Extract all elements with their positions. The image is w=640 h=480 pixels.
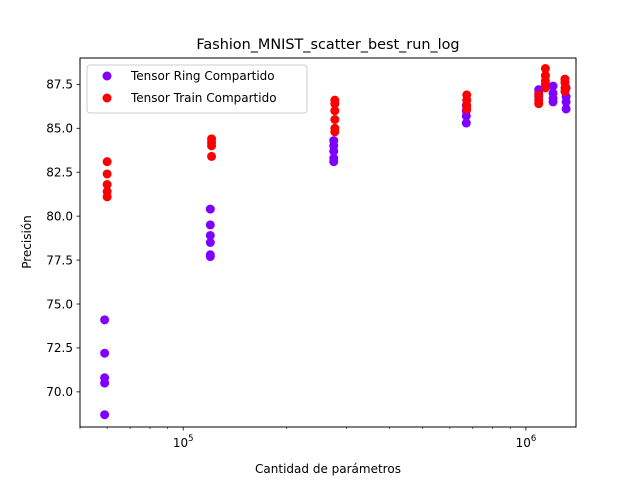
legend-label-tensor-ring: Tensor Ring Compartido [130,69,275,83]
data-point [462,104,472,114]
data-point [205,230,215,240]
legend: Tensor Ring Compartido Tensor Train Comp… [86,64,308,114]
data-point [100,378,110,388]
data-point [548,97,558,107]
data-point [561,97,571,107]
data-point [205,204,215,214]
data-point [548,81,558,91]
data-point [561,104,571,114]
data-point [330,127,340,137]
data-point [100,410,110,420]
y-tick-label: 85.0 [46,122,73,136]
y-tick-label: 82.5 [46,166,73,180]
data-point [330,115,340,124]
data-point [461,111,471,121]
data-point [102,180,112,190]
data-point [205,252,215,262]
data-point [102,192,112,202]
data-point [540,64,550,74]
y-tick-label: 77.5 [46,253,73,267]
y-tick-label: 72.5 [46,341,73,355]
data-point [205,220,215,230]
data-point [329,146,339,156]
x-axis-title: Cantidad de parámetros [255,462,401,476]
data-point [207,151,217,161]
legend-marker-tensor-ring [102,71,112,81]
data-point [102,169,112,179]
x-tick-label: 106 [516,434,537,450]
legend-label-tensor-train: Tensor Train Compartido [130,91,277,105]
series-tensor-train [102,64,570,202]
y-tick-label: 87.5 [46,78,73,92]
y-tick-label: 80.0 [46,209,73,223]
chart-title: Fashion_MNIST_scatter_best_run_log [196,37,459,53]
x-axis: 105 106 [79,427,537,450]
y-axis-title: Precisión [20,215,34,269]
data-point [330,99,340,109]
axes-frame [79,57,577,428]
legend-box [86,64,308,114]
x-tick-label: 105 [173,434,194,450]
data-point [540,83,550,93]
data-point [205,238,215,247]
data-point [330,106,340,116]
data-point [100,348,110,358]
y-axis: 70.0 72.5 75.0 77.5 80.0 82.5 85.0 87.5 [46,78,80,399]
data-point [560,86,570,96]
data-point [207,141,217,151]
y-tick-label: 70.0 [46,385,73,399]
data-point [461,118,471,128]
data-point [102,157,112,167]
data-points [100,64,571,420]
data-point [534,99,544,109]
data-point [100,315,110,325]
data-point [329,157,339,167]
y-tick-label: 75.0 [46,297,73,311]
legend-marker-tensor-train [102,93,112,103]
